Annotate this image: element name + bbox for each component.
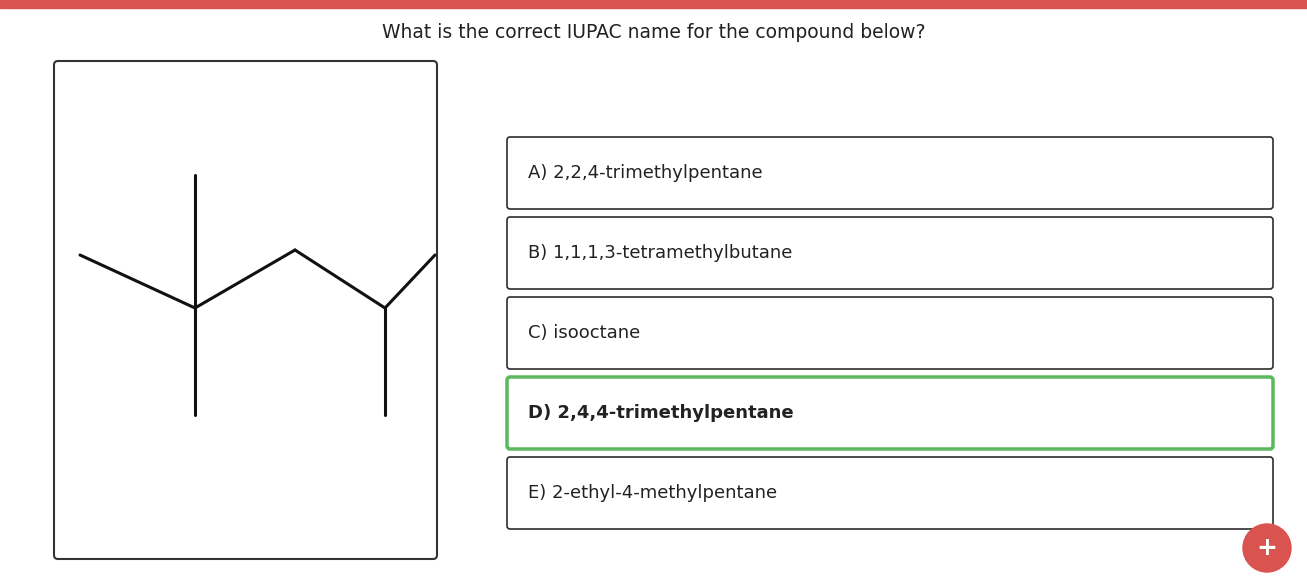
FancyBboxPatch shape xyxy=(507,297,1273,369)
Text: A) 2,2,4-trimethylpentane: A) 2,2,4-trimethylpentane xyxy=(528,164,762,182)
Text: E) 2-ethyl-4-methylpentane: E) 2-ethyl-4-methylpentane xyxy=(528,484,778,502)
Circle shape xyxy=(1243,524,1291,572)
FancyBboxPatch shape xyxy=(507,457,1273,529)
Text: C) isooctane: C) isooctane xyxy=(528,324,640,342)
Text: B) 1,1,1,3-tetramethylbutane: B) 1,1,1,3-tetramethylbutane xyxy=(528,244,792,262)
FancyBboxPatch shape xyxy=(54,61,437,559)
Text: What is the correct IUPAC name for the compound below?: What is the correct IUPAC name for the c… xyxy=(382,22,925,42)
FancyBboxPatch shape xyxy=(507,137,1273,209)
FancyBboxPatch shape xyxy=(507,217,1273,289)
Text: D) 2,4,4-trimethylpentane: D) 2,4,4-trimethylpentane xyxy=(528,404,793,422)
Text: +: + xyxy=(1256,536,1277,560)
FancyBboxPatch shape xyxy=(507,377,1273,449)
Bar xyxy=(0,0,1307,8)
